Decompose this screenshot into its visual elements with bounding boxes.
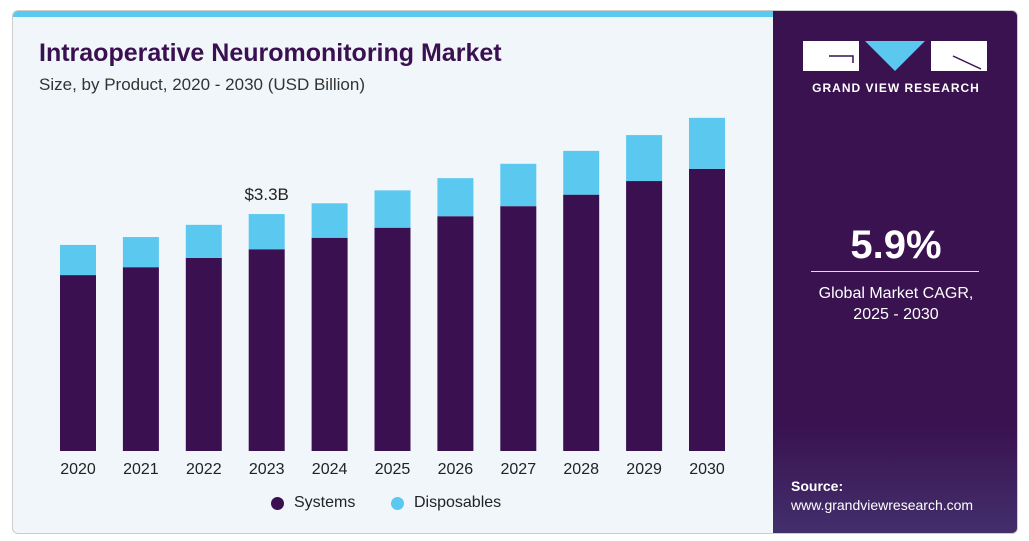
legend-dot-disposables (391, 496, 404, 510)
x-tick-label: 2021 (123, 461, 159, 478)
bar-systems-2027 (500, 206, 537, 451)
cagr-label: Global Market CAGR, 2025 - 2030 (773, 283, 1017, 325)
source-label: Source: (791, 478, 844, 494)
source-url[interactable]: www.grandviewresearch.com (791, 497, 974, 513)
bar-systems-2020 (60, 275, 96, 451)
legend-label: Disposables (414, 494, 502, 511)
decorative-grid (773, 425, 1017, 533)
bar-disposables-2027 (500, 163, 537, 207)
bar-systems-2029 (626, 181, 663, 452)
accent-stripe (13, 11, 773, 17)
bar-systems-2022 (185, 257, 222, 451)
bar-disposables-2026 (437, 178, 474, 217)
data-label: $3.3B (244, 185, 288, 204)
side-panel: GRAND VIEW RESEARCH 5.9% Global Market C… (773, 11, 1017, 533)
bar-disposables-2022 (185, 224, 222, 258)
bar-systems-2030 (689, 168, 725, 452)
bar-disposables-2021 (122, 237, 159, 268)
infographic: Intraoperative Neuromonitoring Market Si… (12, 10, 1018, 534)
chart-subtitle: Size, by Product, 2020 - 2030 (USD Billi… (39, 75, 365, 94)
x-tick-label: 2030 (689, 461, 725, 478)
brand-name: GRAND VIEW RESEARCH (812, 81, 980, 95)
legend-label: Systems (294, 494, 356, 511)
x-tick-label: 2029 (626, 461, 662, 478)
bar-disposables-2030 (689, 117, 725, 169)
cagr-value: 5.9% (850, 223, 942, 267)
bar-chart: 2020 2021 2022 2023 $3.3B 2024 2025 2026 2027 202… (60, 117, 725, 478)
x-tick-label: 2020 (60, 461, 96, 478)
legend-disposables: Disposables (391, 494, 501, 512)
bar-systems-2028 (563, 194, 600, 451)
bar-disposables-2023 (248, 214, 285, 250)
cagr-label-line2: 2025 - 2030 (853, 306, 939, 323)
x-tick-label: 2028 (563, 461, 599, 478)
legend-dot-systems (271, 496, 284, 510)
bar-disposables-2028 (563, 150, 600, 195)
x-tick-label: 2026 (438, 461, 474, 478)
x-tick-label: 2027 (501, 461, 537, 478)
bar-systems-2026 (437, 216, 474, 451)
bar-systems-2025 (374, 227, 411, 451)
bar-systems-2021 (122, 267, 159, 451)
bar-systems-2024 (311, 237, 348, 451)
divider (811, 271, 979, 272)
bar-disposables-2025 (374, 190, 411, 228)
source: Source: www.grandviewresearch.com (791, 477, 973, 515)
bar-disposables-2029 (626, 135, 663, 182)
bar-disposables-2024 (311, 203, 348, 238)
cagr-label-line1: Global Market CAGR, (818, 285, 974, 302)
bar-systems-2023 (248, 249, 285, 451)
x-tick-label: 2024 (312, 461, 348, 478)
legend-systems: Systems (271, 494, 355, 512)
x-tick-label: 2025 (375, 461, 411, 478)
grand-view-research-logo (803, 41, 987, 71)
chart-title: Intraoperative Neuromonitoring Market (39, 39, 502, 67)
bar-disposables-2020 (60, 244, 96, 276)
x-tick-label: 2023 (249, 461, 285, 478)
x-tick-label: 2022 (186, 461, 222, 478)
